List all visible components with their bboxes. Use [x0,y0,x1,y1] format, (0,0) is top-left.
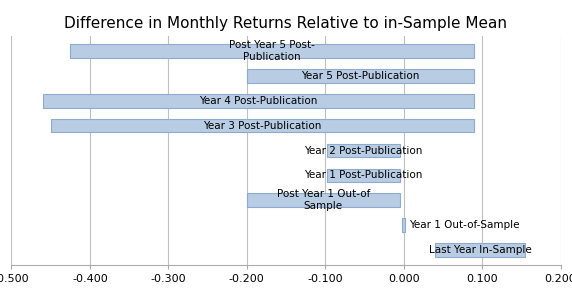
Text: Year 2 Post-Publication: Year 2 Post-Publication [304,145,423,156]
Text: Post Year 5 Post-
Publication: Post Year 5 Post- Publication [229,40,315,62]
Bar [247,193,400,207]
Bar [247,69,474,83]
Text: Year 1 Post-Publication: Year 1 Post-Publication [304,170,423,180]
Bar [43,94,474,108]
Text: Year 4 Post-Publication: Year 4 Post-Publication [200,96,317,106]
Bar [51,119,474,132]
Text: Year 1 Out-of-Sample: Year 1 Out-of-Sample [409,220,519,230]
Bar [327,144,400,157]
Bar [402,218,405,232]
Text: Year 5 Post-Publication: Year 5 Post-Publication [301,71,420,81]
Text: Year 3 Post-Publication: Year 3 Post-Publication [203,121,321,131]
Text: Last Year In-Sample: Last Year In-Sample [429,245,531,255]
Bar [327,169,400,182]
Text: Post Year 1 Out-of
Sample: Post Year 1 Out-of Sample [277,189,370,211]
Bar [435,243,525,257]
Title: Difference in Monthly Returns Relative to in-Sample Mean: Difference in Monthly Returns Relative t… [65,16,507,31]
Bar [70,44,474,58]
